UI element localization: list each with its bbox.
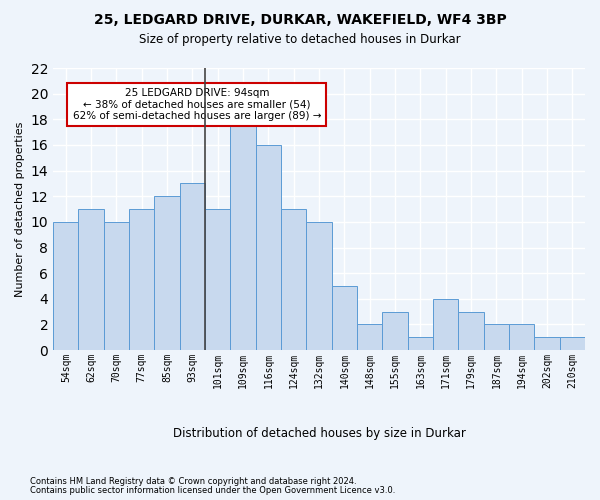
Bar: [180, 184, 205, 350]
Bar: [433, 299, 458, 350]
Bar: [382, 312, 408, 350]
Bar: [205, 209, 230, 350]
Bar: [560, 338, 585, 350]
Bar: [408, 338, 433, 350]
Bar: [129, 209, 154, 350]
Bar: [281, 209, 307, 350]
X-axis label: Distribution of detached houses by size in Durkar: Distribution of detached houses by size …: [173, 427, 466, 440]
Bar: [484, 324, 509, 350]
Bar: [230, 120, 256, 350]
Bar: [256, 145, 281, 350]
Text: Size of property relative to detached houses in Durkar: Size of property relative to detached ho…: [139, 32, 461, 46]
Text: Contains HM Land Registry data © Crown copyright and database right 2024.: Contains HM Land Registry data © Crown c…: [30, 477, 356, 486]
Bar: [154, 196, 180, 350]
Bar: [535, 338, 560, 350]
Bar: [79, 209, 104, 350]
Text: 25 LEDGARD DRIVE: 94sqm
← 38% of detached houses are smaller (54)
62% of semi-de: 25 LEDGARD DRIVE: 94sqm ← 38% of detache…: [73, 88, 321, 121]
Bar: [332, 286, 357, 350]
Bar: [509, 324, 535, 350]
Bar: [307, 222, 332, 350]
Y-axis label: Number of detached properties: Number of detached properties: [15, 122, 25, 296]
Bar: [53, 222, 79, 350]
Bar: [104, 222, 129, 350]
Text: 25, LEDGARD DRIVE, DURKAR, WAKEFIELD, WF4 3BP: 25, LEDGARD DRIVE, DURKAR, WAKEFIELD, WF…: [94, 12, 506, 26]
Text: Contains public sector information licensed under the Open Government Licence v3: Contains public sector information licen…: [30, 486, 395, 495]
Bar: [458, 312, 484, 350]
Bar: [357, 324, 382, 350]
